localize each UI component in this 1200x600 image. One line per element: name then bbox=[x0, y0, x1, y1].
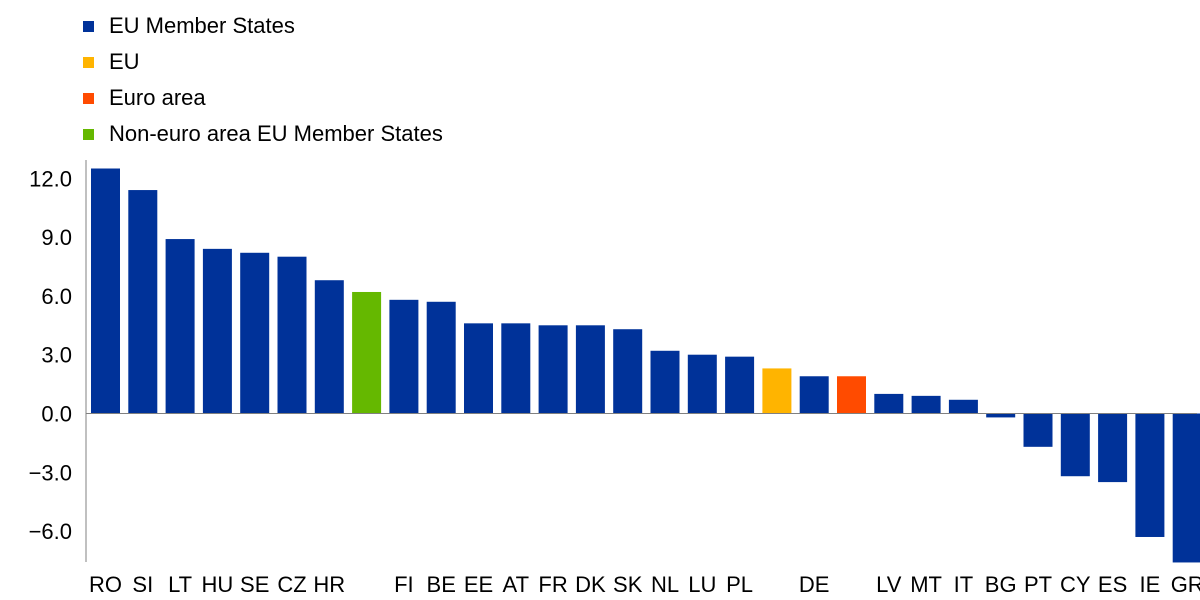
x-tick-label: FI bbox=[394, 572, 414, 597]
legend-swatch-euro-area bbox=[83, 92, 94, 104]
x-tick-label: DK bbox=[575, 572, 606, 597]
legend-label-eu: EU bbox=[109, 49, 140, 74]
bar bbox=[128, 190, 158, 414]
x-tick-label: HU bbox=[202, 572, 234, 597]
bar bbox=[464, 323, 493, 414]
bar bbox=[426, 301, 456, 414]
bar bbox=[911, 395, 941, 414]
bar bbox=[575, 325, 605, 414]
x-tick-label: RO bbox=[89, 572, 122, 597]
x-tick-label: LT bbox=[168, 572, 192, 597]
bar bbox=[165, 239, 195, 414]
bar bbox=[650, 350, 680, 414]
legend-swatch-eu bbox=[83, 56, 94, 68]
legend-label-eu-member-states: EU Member States bbox=[109, 13, 295, 38]
legend-item-euro-area: Euro area bbox=[83, 80, 443, 116]
x-tick-label: CY bbox=[1060, 572, 1091, 597]
bar bbox=[314, 280, 344, 414]
bar bbox=[613, 329, 643, 414]
x-tick-label: EE bbox=[464, 572, 493, 597]
legend-swatch-non-euro-area bbox=[83, 128, 94, 140]
x-tick-label: ES bbox=[1098, 572, 1127, 597]
y-tick-label: −6.0 bbox=[29, 519, 72, 544]
x-tick-label: DE bbox=[799, 572, 830, 597]
x-tick-label: IT bbox=[954, 572, 974, 597]
bar bbox=[837, 376, 866, 414]
bar bbox=[1135, 413, 1165, 537]
x-tick-label: LV bbox=[876, 572, 902, 597]
y-tick-label: −3.0 bbox=[29, 460, 72, 485]
x-tick-label: PL bbox=[726, 572, 753, 597]
x-tick-label: BG bbox=[985, 572, 1017, 597]
chart-legend: EU Member States EU Euro area Non-euro a… bbox=[83, 8, 443, 152]
bar bbox=[874, 393, 904, 414]
bar bbox=[501, 323, 531, 414]
x-tick-label: FR bbox=[538, 572, 567, 597]
legend-swatch-eu-member-states bbox=[83, 20, 94, 32]
legend-item-eu: EU bbox=[83, 44, 443, 80]
x-tick-label: SE bbox=[240, 572, 269, 597]
bar bbox=[538, 325, 568, 414]
x-tick-label: PT bbox=[1024, 572, 1052, 597]
bar bbox=[277, 256, 307, 414]
bar bbox=[91, 168, 120, 414]
y-tick-label: 3.0 bbox=[41, 343, 72, 368]
x-tick-label: HR bbox=[313, 572, 345, 597]
bar bbox=[1023, 413, 1053, 447]
x-tick-label: GR bbox=[1171, 572, 1200, 597]
x-tick-label: LU bbox=[688, 572, 716, 597]
x-tick-label: AT bbox=[503, 572, 529, 597]
bar bbox=[948, 399, 978, 414]
bar bbox=[799, 376, 829, 414]
bar bbox=[1098, 413, 1128, 483]
x-tick-label: NL bbox=[651, 572, 679, 597]
y-tick-label: 9.0 bbox=[41, 225, 72, 250]
bar bbox=[986, 413, 1016, 418]
legend-label-non-euro-area: Non-euro area EU Member States bbox=[109, 121, 443, 146]
x-tick-label: SK bbox=[613, 572, 643, 597]
bar bbox=[352, 291, 382, 414]
bar bbox=[240, 252, 270, 414]
bar bbox=[202, 248, 232, 414]
x-tick-label: SI bbox=[132, 572, 153, 597]
bar bbox=[1060, 413, 1090, 477]
legend-item-eu-member-states: EU Member States bbox=[83, 8, 443, 44]
bar bbox=[1172, 413, 1200, 563]
y-tick-label: 12.0 bbox=[29, 166, 72, 191]
legend-item-non-euro-area: Non-euro area EU Member States bbox=[83, 116, 443, 152]
bar bbox=[389, 299, 419, 414]
legend-label-euro-area: Euro area bbox=[109, 85, 206, 110]
x-tick-label: BE bbox=[427, 572, 456, 597]
bar bbox=[725, 356, 755, 414]
x-tick-label: CZ bbox=[277, 572, 306, 597]
bar bbox=[762, 368, 792, 414]
x-tick-label: IE bbox=[1140, 572, 1161, 597]
bar bbox=[687, 354, 717, 414]
y-tick-label: 6.0 bbox=[41, 284, 72, 309]
x-tick-label: MT bbox=[910, 572, 942, 597]
y-tick-label: 0.0 bbox=[41, 402, 72, 427]
